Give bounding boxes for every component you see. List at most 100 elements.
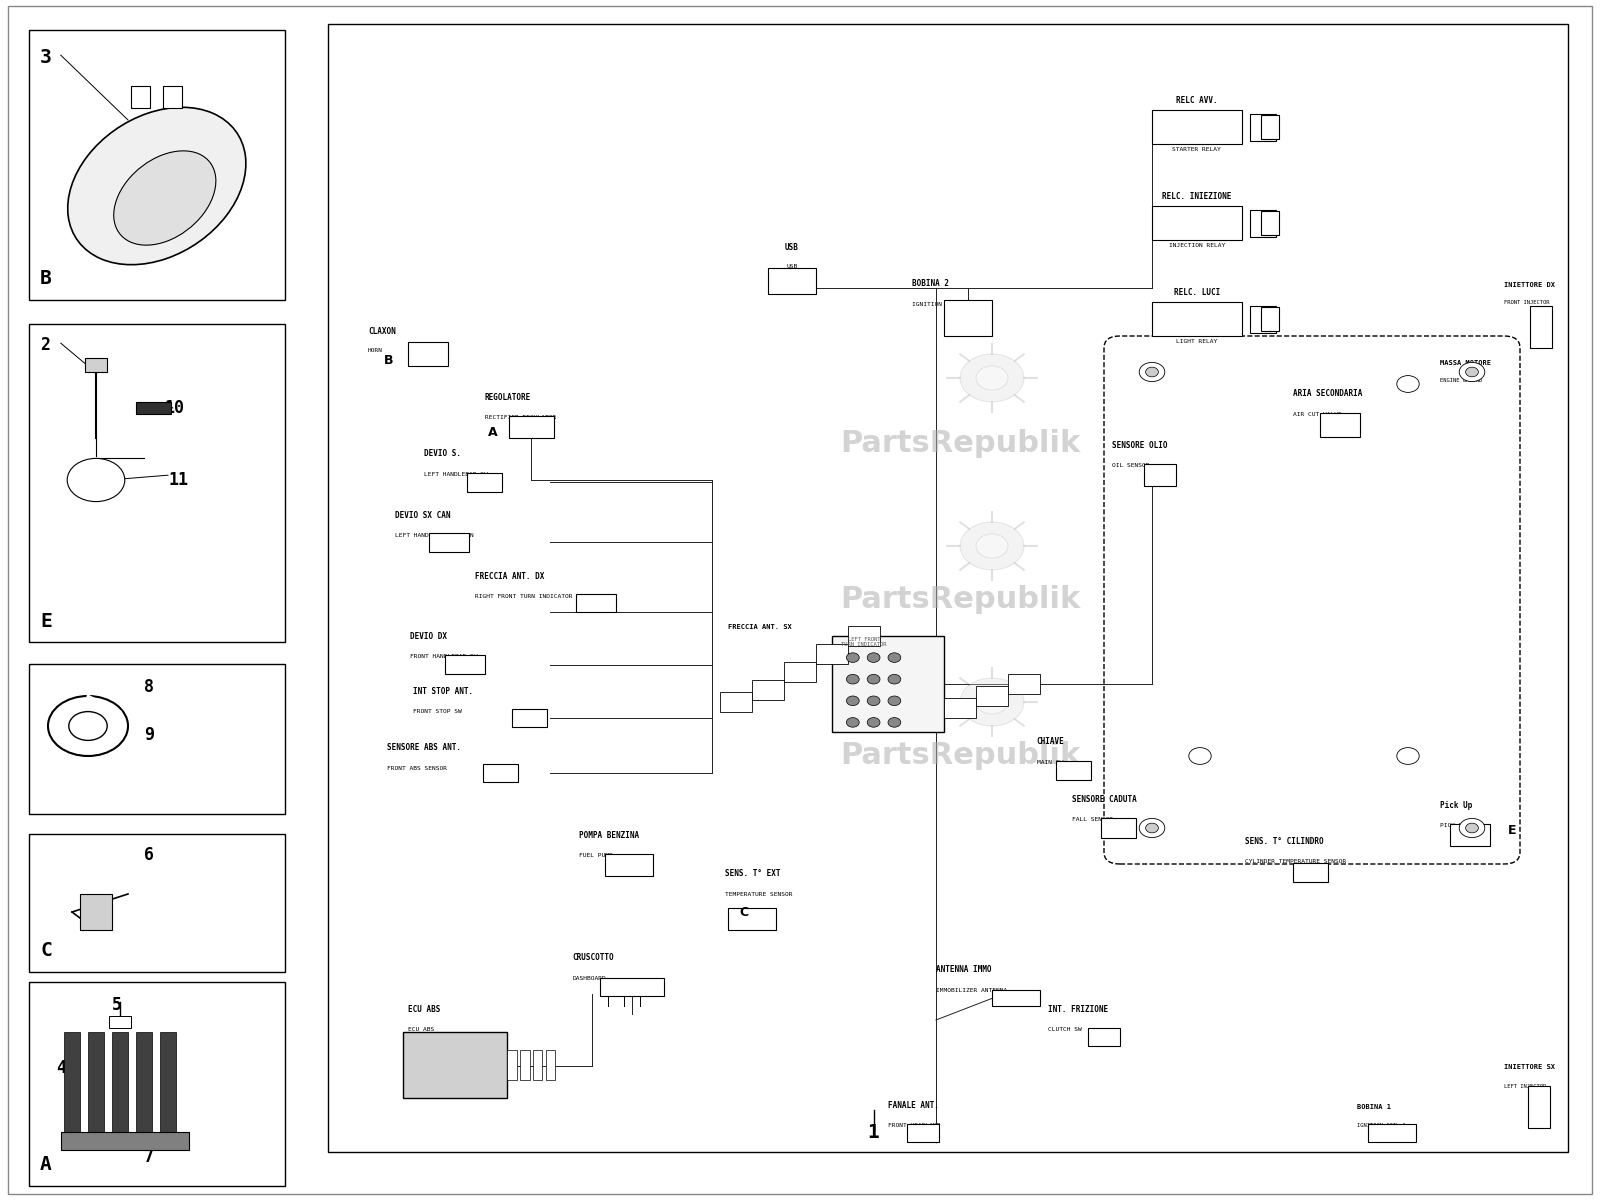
Text: 6: 6 — [144, 846, 154, 864]
Circle shape — [1189, 748, 1211, 764]
Bar — [1250, 210, 1277, 236]
Text: 8: 8 — [144, 678, 154, 696]
Text: FRONT ABS SENSOR: FRONT ABS SENSOR — [387, 766, 448, 770]
Bar — [445, 655, 485, 674]
Bar — [1261, 307, 1278, 331]
Circle shape — [976, 534, 1008, 558]
Text: CLAXON: CLAXON — [368, 326, 395, 336]
Bar — [403, 1032, 507, 1098]
Text: B: B — [384, 354, 394, 366]
Circle shape — [888, 674, 901, 684]
Text: CRUSCOTTO: CRUSCOTTO — [573, 953, 614, 962]
Text: MAIN SW: MAIN SW — [1037, 760, 1062, 764]
Bar — [848, 626, 880, 646]
Circle shape — [888, 718, 901, 727]
Text: 11: 11 — [168, 470, 189, 490]
Bar — [29, 30, 285, 300]
Circle shape — [1139, 362, 1165, 382]
Text: A: A — [40, 1154, 51, 1174]
Circle shape — [867, 696, 880, 706]
Text: FRECCIA ANT. SX: FRECCIA ANT. SX — [728, 624, 792, 630]
Bar — [408, 342, 448, 366]
Circle shape — [976, 690, 1008, 714]
Bar — [483, 764, 518, 782]
Bar — [992, 990, 1040, 1006]
Bar — [1528, 1086, 1550, 1128]
Text: IGNITION COIL 2: IGNITION COIL 2 — [912, 302, 968, 307]
Text: 5: 5 — [112, 996, 122, 1014]
Text: PICK UP: PICK UP — [1440, 823, 1466, 828]
Bar — [1530, 306, 1552, 348]
Circle shape — [960, 354, 1024, 402]
Bar — [944, 300, 992, 336]
Bar — [61, 1132, 189, 1150]
Bar — [768, 268, 816, 294]
Ellipse shape — [67, 107, 246, 265]
Text: 7: 7 — [144, 1148, 154, 1166]
Bar — [131, 86, 150, 108]
Circle shape — [48, 696, 128, 756]
Circle shape — [1139, 818, 1165, 838]
Text: SENSORE OLIO: SENSORE OLIO — [1112, 440, 1168, 450]
Text: INT. FRIZIONE: INT. FRIZIONE — [1048, 1006, 1109, 1014]
Text: INIETTORE DX: INIETTORE DX — [1504, 282, 1555, 288]
Bar — [429, 533, 469, 552]
Bar — [533, 1050, 542, 1080]
Text: RELC. INIEZIONE: RELC. INIEZIONE — [1162, 192, 1232, 202]
Bar — [728, 908, 776, 930]
Ellipse shape — [114, 151, 216, 245]
Text: PartsRepublik: PartsRepublik — [840, 430, 1080, 458]
Bar — [29, 324, 285, 642]
Circle shape — [960, 678, 1024, 726]
Text: RELC AVV.: RELC AVV. — [1176, 96, 1218, 106]
Bar — [507, 1050, 517, 1080]
Text: LEFT HANDLEBAR SW: LEFT HANDLEBAR SW — [424, 472, 488, 476]
Text: LIGHT RELAY: LIGHT RELAY — [1176, 340, 1218, 344]
Text: SENSORE CADUTA: SENSORE CADUTA — [1072, 794, 1136, 804]
Bar — [1101, 818, 1136, 838]
Text: ARIA SECONDARIA: ARIA SECONDARIA — [1293, 389, 1362, 398]
Bar — [1261, 115, 1278, 139]
Text: FALL SENSOR: FALL SENSOR — [1072, 817, 1114, 822]
Bar — [136, 402, 171, 414]
Circle shape — [846, 696, 859, 706]
Circle shape — [1459, 818, 1485, 838]
Text: C: C — [739, 906, 749, 918]
Circle shape — [888, 696, 901, 706]
Bar — [1152, 302, 1242, 336]
Text: SENSORE ABS ANT.: SENSORE ABS ANT. — [387, 743, 461, 752]
Bar — [109, 1016, 131, 1028]
Text: Pick Up: Pick Up — [1440, 802, 1472, 810]
Text: LEFT INJECTOR: LEFT INJECTOR — [1504, 1084, 1546, 1088]
Text: FRONT HANDLEBAR SW: FRONT HANDLEBAR SW — [410, 654, 477, 659]
Text: 2: 2 — [40, 336, 50, 354]
Text: FANALE ANT.: FANALE ANT. — [888, 1102, 939, 1110]
Text: BOBINA 1: BOBINA 1 — [1357, 1104, 1390, 1110]
Bar — [600, 978, 664, 996]
Text: ECU ABS: ECU ABS — [408, 1027, 434, 1032]
Circle shape — [867, 674, 880, 684]
Circle shape — [867, 718, 880, 727]
Bar — [112, 1032, 128, 1134]
Bar — [605, 854, 653, 876]
Text: PartsRepublik: PartsRepublik — [840, 742, 1080, 770]
Circle shape — [1397, 748, 1419, 764]
Text: RIGHT FRONT TURN INDICATOR: RIGHT FRONT TURN INDICATOR — [475, 594, 573, 599]
Text: CHIAVE: CHIAVE — [1037, 737, 1064, 746]
Bar — [520, 1050, 530, 1080]
Text: TEMPERATURE SENSOR: TEMPERATURE SENSOR — [725, 892, 792, 896]
Bar — [467, 473, 502, 492]
Circle shape — [976, 366, 1008, 390]
Bar — [944, 698, 976, 718]
Text: 9: 9 — [144, 726, 154, 744]
Circle shape — [1397, 376, 1419, 392]
Bar — [907, 1124, 939, 1142]
Text: FRECCIA ANT. DX: FRECCIA ANT. DX — [475, 571, 544, 581]
Circle shape — [846, 718, 859, 727]
Circle shape — [846, 674, 859, 684]
Bar — [512, 709, 547, 727]
Text: E: E — [40, 612, 51, 631]
Text: ECU ABS: ECU ABS — [408, 1006, 440, 1014]
Circle shape — [1459, 362, 1485, 382]
Text: 4: 4 — [56, 1058, 66, 1078]
